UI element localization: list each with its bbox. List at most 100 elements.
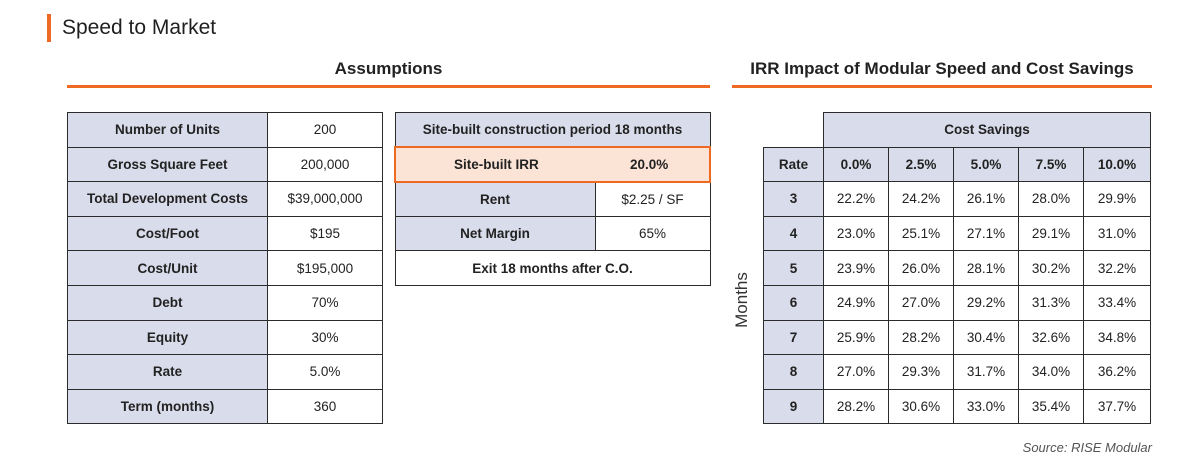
months-cell: 3 — [763, 181, 824, 217]
irr-value-cell: 37.7% — [1083, 388, 1151, 425]
table-row: Total Development Costs $39,000,000 — [67, 181, 383, 217]
corner-cell — [764, 113, 824, 148]
rent-value: $2.25 / SF — [594, 181, 711, 217]
irr-value-cell: 34.0% — [1018, 354, 1084, 390]
irr-value-cell: 36.2% — [1083, 354, 1151, 390]
irr-value-cell: 23.0% — [823, 215, 889, 252]
irr-value-cell: 33.4% — [1083, 284, 1151, 321]
irr-value-cell: 28.2% — [823, 388, 889, 425]
irr-rule — [732, 85, 1152, 88]
table-row: 4 23.0% 25.1% 27.1% 29.1% 31.0% — [763, 215, 1151, 252]
table-row: Cost Savings — [764, 112, 1151, 148]
assumption-label: Debt — [67, 284, 268, 321]
assumption-label: Gross Square Feet — [67, 146, 268, 183]
irr-value-cell: 35.4% — [1018, 388, 1084, 425]
table-row: Exit 18 months after C.O. — [394, 250, 711, 286]
assumption-label: Term (months) — [67, 388, 268, 425]
table-row: 9 28.2% 30.6% 33.0% 35.4% 37.7% — [763, 388, 1151, 425]
assumptions-body: Number of Units 200 Gross Square Feet 200,0… — [67, 112, 383, 425]
table-row: Site-built construction period 18 months — [394, 112, 711, 148]
months-cell: 6 — [763, 284, 824, 321]
irr-value-cell: 29.2% — [953, 284, 1019, 321]
site-built-irr-value: 20.0% — [595, 146, 712, 183]
source-note: Source: RISE Modular — [1022, 440, 1152, 455]
assumption-value: $39,000,000 — [267, 181, 383, 217]
assumptions-table: Number of Units 200 Gross Square Feet 200,0… — [67, 112, 383, 425]
cost-savings-column-header: 5.0% — [953, 146, 1019, 183]
months-cell: 9 — [763, 388, 824, 425]
irr-value-cell: 30.2% — [1018, 250, 1084, 286]
table-row: 6 24.9% 27.0% 29.2% 31.3% 33.4% — [763, 284, 1151, 321]
irr-body: 3 22.2% 24.2% 26.1% 28.0% 29.9% 4 23.0% 25.1% 27.… — [763, 181, 1151, 425]
irr-value-cell: 30.4% — [953, 319, 1019, 356]
months-cell: 7 — [763, 319, 824, 356]
cost-savings-header: Cost Savings — [823, 112, 1151, 148]
irr-value-cell: 29.3% — [888, 354, 954, 390]
table-row: Cost/Unit $195,000 — [67, 250, 383, 286]
table-row: Net Margin 65% — [394, 215, 711, 252]
page-title: Speed to Market — [62, 16, 217, 39]
irr-value-cell: 22.2% — [823, 181, 889, 217]
assumption-value: $195 — [267, 215, 383, 252]
months-cell: 5 — [763, 250, 824, 286]
table-row: Gross Square Feet 200,000 — [67, 146, 383, 183]
assumption-value: 30% — [267, 319, 383, 356]
table-row: 8 27.0% 29.3% 31.7% 34.0% 36.2% — [763, 354, 1151, 390]
site-built-period: Site-built construction period 18 months — [394, 112, 711, 148]
table-row: 3 22.2% 24.2% 26.1% 28.0% 29.9% — [763, 181, 1151, 217]
assumption-value: 360 — [267, 388, 383, 425]
table-row: 7 25.9% 28.2% 30.4% 32.6% 34.8% — [763, 319, 1151, 356]
table-row: Site-built IRR 20.0% — [394, 146, 712, 183]
irr-heading: IRR Impact of Modular Speed and Cost Sav… — [750, 59, 1134, 78]
irr-value-cell: 27.0% — [823, 354, 889, 390]
irr-value-cell: 30.6% — [888, 388, 954, 425]
irr-value-cell: 26.0% — [888, 250, 954, 286]
irr-value-cell: 29.9% — [1083, 181, 1151, 217]
assumption-label: Cost/Foot — [67, 215, 268, 252]
assumption-label: Rate — [67, 354, 268, 390]
assumption-value: 70% — [267, 284, 383, 321]
assumption-value: 200 — [267, 112, 383, 148]
assumption-label: Equity — [67, 319, 268, 356]
assumption-label: Total Development Costs — [67, 181, 268, 217]
irr-value-cell: 31.3% — [1018, 284, 1084, 321]
irr-value-cell: 28.0% — [1018, 181, 1084, 217]
assumption-value: $195,000 — [267, 250, 383, 286]
table-row: Number of Units 200 — [67, 112, 383, 148]
irr-value-cell: 33.0% — [953, 388, 1019, 425]
cost-savings-column-header: 0.0% — [823, 146, 889, 183]
net-margin-label: Net Margin — [394, 215, 596, 252]
irr-value-cell: 31.7% — [953, 354, 1019, 390]
table-row: Debt 70% — [67, 284, 383, 321]
months-cell: 8 — [763, 354, 824, 390]
cost-savings-column-header: 2.5% — [888, 146, 954, 183]
cost-savings-column-header: 7.5% — [1018, 146, 1084, 183]
table-row: Cost/Foot $195 — [67, 215, 383, 252]
table-row: Term (months) 360 — [67, 388, 383, 425]
rent-label: Rent — [394, 181, 596, 217]
irr-value-cell: 27.0% — [888, 284, 954, 321]
irr-value-cell: 24.2% — [888, 181, 954, 217]
irr-value-cell: 29.1% — [1018, 215, 1084, 252]
irr-value-cell: 25.9% — [823, 319, 889, 356]
cost-savings-column-header: 10.0% — [1083, 146, 1151, 183]
rate-header: Rate — [763, 146, 824, 183]
assumption-label: Number of Units — [67, 112, 268, 148]
net-margin-value: 65% — [594, 215, 711, 252]
irr-value-cell: 23.9% — [823, 250, 889, 286]
irr-table: Cost Savings Rate 0.0% 2.5% 5.0% 7.5% 10.0% … — [763, 112, 1151, 425]
irr-value-cell: 28.2% — [888, 319, 954, 356]
table-row: Rate 5.0% — [67, 354, 383, 390]
months-cell: 4 — [763, 215, 824, 252]
exit-note: Exit 18 months after C.O. — [394, 250, 711, 286]
site-built-irr-label: Site-built IRR — [394, 146, 595, 183]
irr-value-cell: 25.1% — [888, 215, 954, 252]
table-header-row: Rate 0.0% 2.5% 5.0% 7.5% 10.0% — [763, 146, 1151, 183]
title-accent-bar — [47, 14, 51, 42]
irr-value-cell: 24.9% — [823, 284, 889, 321]
irr-value-cell: 34.8% — [1083, 319, 1151, 356]
months-axis-label: Months — [732, 272, 751, 328]
table-row: Rent $2.25 / SF — [394, 181, 711, 217]
assumption-label: Cost/Unit — [67, 250, 268, 286]
assumption-value: 5.0% — [267, 354, 383, 390]
